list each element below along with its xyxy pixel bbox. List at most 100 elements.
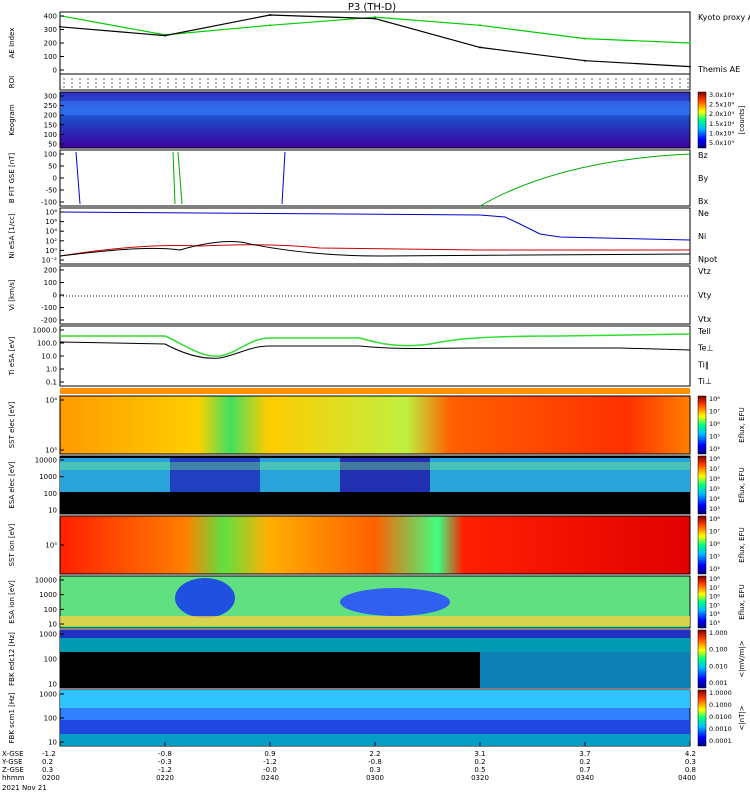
- y-tick-label: 10: [48, 621, 57, 629]
- roi-dot: [543, 78, 545, 80]
- roi-dot: [279, 86, 281, 88]
- roi-dot: [479, 78, 481, 80]
- y-tick-label: 100: [44, 279, 57, 287]
- roi-dot: [327, 86, 329, 88]
- colorbar: [697, 575, 707, 629]
- legend-entry: Te⊥: [697, 344, 713, 353]
- x-tick-label: 3.7: [579, 750, 590, 758]
- roi-dot: [399, 82, 401, 84]
- roi-dot: [63, 86, 65, 88]
- ae-point: [374, 16, 376, 19]
- fbk-scm-upper: [60, 690, 690, 708]
- x-tick-label: 0.7: [579, 766, 590, 774]
- y-tick-label: 50: [48, 163, 57, 171]
- x-tick-label: 2.2: [369, 750, 380, 758]
- roi-dot: [87, 86, 89, 88]
- roi-dot: [503, 82, 505, 84]
- esa-ion-blob1: [175, 578, 235, 618]
- roi-dot: [247, 86, 249, 88]
- panel-fills: [59, 11, 691, 747]
- roi-dot: [423, 82, 425, 84]
- roi-dot: [367, 78, 369, 80]
- colorbar-tick-label: 10⁵: [709, 485, 720, 493]
- x-tick-label: 0200: [42, 774, 60, 782]
- roi-dot: [335, 82, 337, 84]
- y-tick-label: 100: [44, 131, 57, 139]
- roi-dot: [151, 82, 153, 84]
- x-tick-label: 4.2: [685, 750, 696, 758]
- y-tick-label: 100: [44, 715, 57, 723]
- colorbar-label: Eflux, EFU: [738, 467, 746, 502]
- ae-point: [479, 24, 481, 27]
- y-tick-label: 0.1: [46, 379, 57, 387]
- roi-dot: [319, 78, 321, 80]
- roi-dot: [471, 82, 473, 84]
- panel-ylabel: ROI: [8, 76, 16, 88]
- roi-dot: [95, 86, 97, 88]
- y-tick-label: 50: [48, 141, 57, 149]
- roi-dot: [183, 86, 185, 88]
- ae-point: [584, 37, 586, 40]
- ae-point: [269, 24, 271, 27]
- roi-dot: [359, 82, 361, 84]
- y-tick-label: 0: [53, 67, 57, 75]
- roi-panel: [59, 73, 691, 91]
- y-tick-label: 10: [48, 681, 57, 689]
- roi-dot: [191, 82, 193, 84]
- roi-dot: [431, 78, 433, 80]
- roi-dot: [559, 78, 561, 80]
- roi-dot: [479, 86, 481, 88]
- roi-dot: [487, 82, 489, 84]
- y-tick-label: 100: [44, 151, 57, 159]
- ae-point: [584, 59, 586, 62]
- y-tick-label: 250: [44, 102, 57, 110]
- roi-dot: [167, 86, 169, 88]
- roi-dot: [455, 78, 457, 80]
- roi-dot: [671, 78, 673, 80]
- roi-dot: [687, 82, 689, 84]
- panel-ylabel: B FIT GSE [nT]: [8, 153, 16, 204]
- sst-ion-panel: [59, 515, 691, 575]
- roi-dot: [263, 78, 265, 80]
- roi-dot: [463, 82, 465, 84]
- legend-entry: Themis AE: [697, 65, 740, 74]
- colorbar-tick-label: 0.100: [709, 646, 728, 654]
- roi-dot: [663, 82, 665, 84]
- roi-dot: [487, 78, 489, 80]
- roi-dot: [655, 82, 657, 84]
- roi-dot: [551, 86, 553, 88]
- y-tick-label: 100.0: [37, 340, 57, 348]
- ae-point: [689, 42, 691, 44]
- roi-dot: [495, 78, 497, 80]
- roi-dot: [551, 82, 553, 84]
- y-tick-label: 200: [44, 112, 57, 120]
- roi-dot: [351, 86, 353, 88]
- roi-dot: [527, 82, 529, 84]
- bfit-by-line: [177, 151, 183, 205]
- roi-dot: [79, 86, 81, 88]
- roi-dot: [615, 82, 617, 84]
- x-tick-label: 0.3: [369, 766, 380, 774]
- roi-dot: [671, 86, 673, 88]
- roi-dot: [583, 78, 585, 80]
- colorbar-label: <|mV/m|>: [738, 640, 746, 677]
- fbk-scm-bottom: [60, 734, 690, 746]
- bfit-bx-line: [281, 151, 286, 205]
- y-tick-label: 10000: [35, 577, 57, 585]
- y-tick-label: 400: [44, 13, 57, 21]
- y-tick-label: 10⁵: [45, 447, 57, 455]
- roi-dot: [455, 86, 457, 88]
- x-tick-label: -0.8: [158, 750, 172, 758]
- roi-dot: [327, 82, 329, 84]
- roi-dot: [487, 86, 489, 88]
- y-tick-label: -200: [41, 317, 57, 325]
- roi-dot: [319, 82, 321, 84]
- roi-dot: [71, 78, 73, 80]
- roi-dot: [503, 78, 505, 80]
- roi-dot: [119, 78, 121, 80]
- roi-dot: [415, 86, 417, 88]
- panel-ylabel: SST ion [eV]: [8, 523, 16, 566]
- roi-dot: [135, 78, 137, 80]
